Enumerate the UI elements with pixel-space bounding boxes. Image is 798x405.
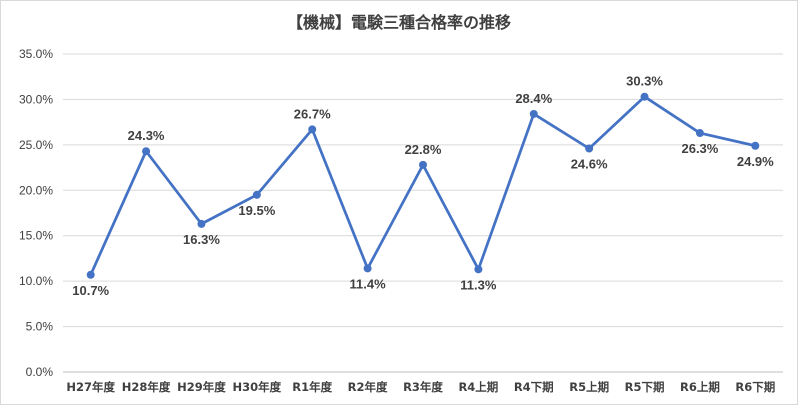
series-line-layer — [89, 95, 756, 276]
data-points — [86, 92, 760, 279]
y-tick-label: 15.0% — [19, 229, 53, 243]
x-axis-ticks: H27年度 H28年度 H29年度 H30年度 R1年度 R2年度 R3年度 R4上期 R4下期… — [66, 380, 775, 394]
data-point — [474, 265, 483, 274]
data-label: 26.7% — [294, 106, 331, 121]
x-tick-label: R6下期 — [735, 380, 775, 394]
data-label: 11.3% — [460, 277, 497, 292]
x-tick-label: R1年度 — [292, 380, 332, 394]
x-tick-label: R3年度 — [403, 380, 443, 394]
data-point — [308, 125, 317, 134]
y-tick-label: 25.0% — [19, 138, 53, 152]
y-tick-label: 35.0% — [19, 47, 53, 61]
x-tick-label: R2年度 — [348, 380, 388, 394]
x-tick-label: R5上期 — [569, 380, 609, 394]
chart-title: 【機械】電験三種合格率の推移 — [287, 13, 511, 32]
data-label: 24.3% — [128, 128, 165, 143]
data-label: 16.3% — [183, 232, 220, 247]
y-tick-label: 20.0% — [19, 183, 53, 197]
x-tick-label: H30年度 — [233, 380, 282, 394]
x-tick-label: R4下期 — [514, 380, 554, 394]
data-point — [751, 141, 760, 150]
data-labels: 10.7% 24.3% 16.3% 19.5% 26.7% 11.4% 22.8% 11.3%… — [72, 74, 774, 298]
data-label: 28.4% — [515, 91, 552, 106]
y-tick-label: 10.0% — [19, 274, 53, 288]
data-label: 19.5% — [238, 203, 275, 218]
data-point — [529, 109, 538, 118]
gridlines — [63, 53, 783, 373]
data-point — [252, 190, 261, 199]
x-tick-label: R6上期 — [680, 380, 720, 394]
x-tick-label: H27年度 — [66, 380, 115, 394]
series-line — [89, 95, 756, 276]
data-point — [585, 144, 594, 153]
y-tick-label: 30.0% — [19, 92, 53, 106]
data-label: 30.3% — [626, 74, 663, 89]
x-tick-label: H29年度 — [177, 380, 226, 394]
y-tick-label: 0.0% — [26, 365, 54, 379]
data-point — [142, 147, 151, 156]
data-label: 24.9% — [737, 154, 774, 169]
data-point — [363, 264, 372, 273]
data-label: 24.6% — [571, 156, 608, 171]
x-tick-label: R5下期 — [625, 380, 665, 394]
y-tick-label: 5.0% — [26, 320, 54, 334]
data-point — [197, 219, 206, 228]
data-point — [695, 129, 704, 138]
data-point — [419, 160, 427, 169]
data-point — [640, 92, 649, 101]
y-axis-ticks: 0.0% 5.0% 10.0% 15.0% 20.0% 25.0% 30.0% 35.0% — [19, 47, 53, 379]
data-label: 26.3% — [681, 141, 718, 156]
x-tick-label: H28年度 — [122, 380, 171, 394]
data-label: 11.4% — [350, 276, 387, 291]
data-point — [86, 270, 95, 279]
data-label: 10.7% — [72, 283, 109, 298]
x-tick-label: R4上期 — [458, 380, 498, 394]
data-label: 22.8% — [405, 142, 442, 157]
